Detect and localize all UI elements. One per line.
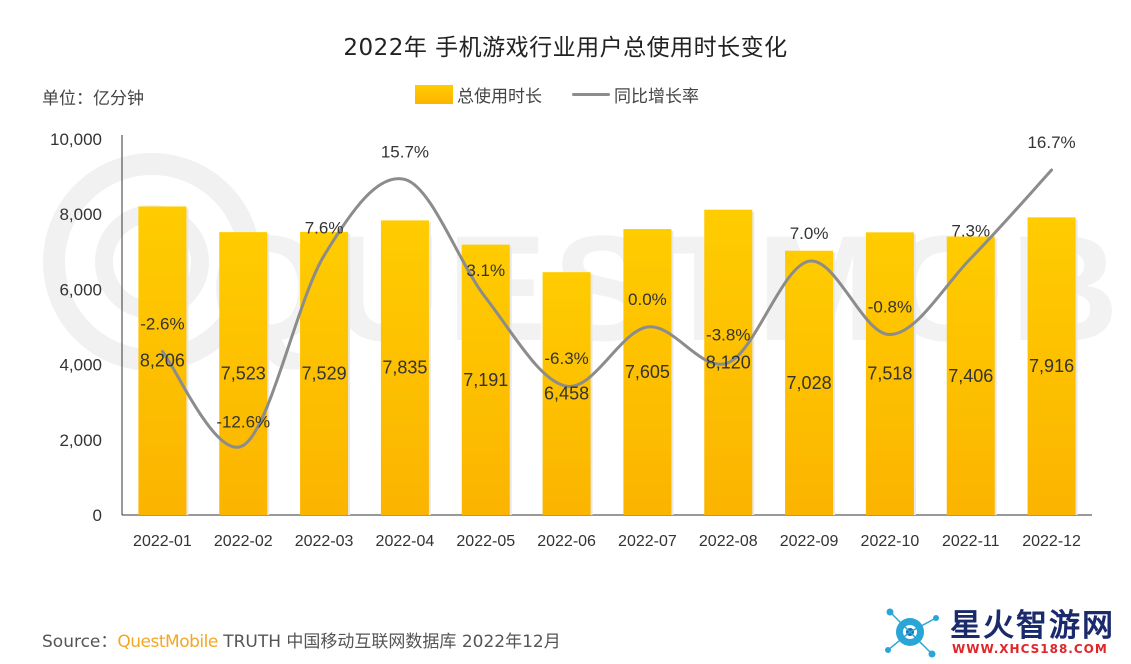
- bar-series: [138, 206, 1078, 516]
- source-note: Source：QuestMobile TRUTH 中国移动互联网数据库 2022…: [42, 627, 561, 652]
- bar-value-label: 7,835: [382, 358, 427, 378]
- site-logo: 星火智游网 WWW.XHCS188.COM: [880, 598, 1125, 660]
- line-value-label: -12.6%: [216, 412, 270, 431]
- source-brand: QuestMobile: [117, 632, 218, 652]
- x-tick-label: 2022-05: [456, 533, 515, 550]
- bar: [380, 220, 429, 516]
- x-tick-label: 2022-09: [780, 533, 839, 550]
- bar-value-label: 7,518: [867, 364, 912, 384]
- y-tick-label: 6,000: [59, 280, 102, 299]
- bar: [461, 244, 510, 515]
- x-tick-label: 2022-11: [942, 533, 1000, 550]
- data-labels: 2022-01 8,206 2022-02 7,523 2022-03 7,529 2022…: [133, 133, 1081, 550]
- line-value-label: 0.0%: [628, 290, 667, 309]
- bar-value-label: 7,605: [625, 362, 670, 382]
- bar-value-label: 7,028: [787, 373, 832, 393]
- legend-bar-swatch: [415, 84, 453, 104]
- x-tick-label: 2022-08: [699, 533, 758, 550]
- bar-value-label: 7,191: [463, 370, 508, 390]
- line-value-label: 7.3%: [951, 221, 990, 240]
- line-value-label: 16.7%: [1027, 133, 1075, 152]
- x-tick-label: 2022-03: [295, 533, 354, 550]
- legend-line-label: 同比增长率: [614, 86, 699, 107]
- logo-url: WWW.XHCS188.COM: [952, 642, 1108, 656]
- legend-bar-label: 总使用时长: [457, 86, 542, 107]
- y-tick-label: 8,000: [59, 205, 102, 224]
- line-value-label: -2.6%: [140, 314, 184, 333]
- bar-value-label: 8,206: [140, 351, 185, 371]
- bar-value-label: 7,523: [221, 364, 266, 384]
- x-tick-label: 2022-10: [861, 533, 920, 550]
- logo-text: 星火智游网: [950, 608, 1115, 644]
- bar: [300, 231, 349, 515]
- y-tick-label: 10,000: [50, 130, 102, 149]
- unit-label: 单位：亿分钟: [42, 89, 144, 109]
- line-value-label: 15.7%: [381, 142, 429, 161]
- x-tick-label: 2022-07: [618, 533, 677, 550]
- line-value-label: 3.1%: [466, 261, 505, 280]
- line-value-label: -3.8%: [706, 326, 750, 345]
- axes: 0 2,000 4,000 6,000 8,000 10,000: [50, 130, 1092, 525]
- network-globe-icon: [885, 608, 939, 658]
- bar: [623, 229, 672, 515]
- x-tick-label: 2022-04: [376, 533, 435, 550]
- bar-value-label: 7,916: [1029, 356, 1074, 376]
- bar: [785, 250, 834, 515]
- x-tick-label: 2022-12: [1022, 533, 1081, 550]
- line-value-label: 7.0%: [790, 224, 829, 243]
- line-value-label: 7.6%: [305, 219, 344, 238]
- bar: [865, 232, 914, 516]
- bar: [946, 236, 995, 515]
- bar: [1027, 217, 1076, 515]
- line-series: [160, 168, 1054, 449]
- bar-value-label: 8,120: [706, 352, 751, 372]
- legend-line-swatch: [572, 92, 610, 96]
- growth-rate-line: [160, 168, 1054, 449]
- x-tick-label: 2022-06: [537, 533, 596, 550]
- x-tick-label: 2022-01: [133, 533, 192, 550]
- bar-value-label: 7,406: [948, 366, 993, 386]
- bar-value-label: 6,458: [544, 384, 589, 404]
- x-tick-label: 2022-02: [214, 533, 273, 550]
- bar: [138, 206, 187, 515]
- y-tick-label: 0: [93, 506, 102, 525]
- y-tick-label: 2,000: [59, 431, 102, 450]
- y-tick-label: 4,000: [59, 356, 102, 375]
- chart-title: 2022年 手机游戏行业用户总使用时长变化: [343, 35, 788, 61]
- line-value-label: -6.3%: [544, 349, 588, 368]
- bar-value-label: 7,529: [302, 363, 347, 383]
- source-prefix: Source：: [42, 632, 118, 652]
- bar: [542, 272, 591, 515]
- bar: [219, 232, 268, 515]
- chart-legend: 总使用时长 同比增长率: [415, 82, 699, 107]
- source-text: TRUTH 中国移动互联网数据库 2022年12月: [217, 632, 561, 652]
- line-value-label: -0.8%: [868, 298, 912, 317]
